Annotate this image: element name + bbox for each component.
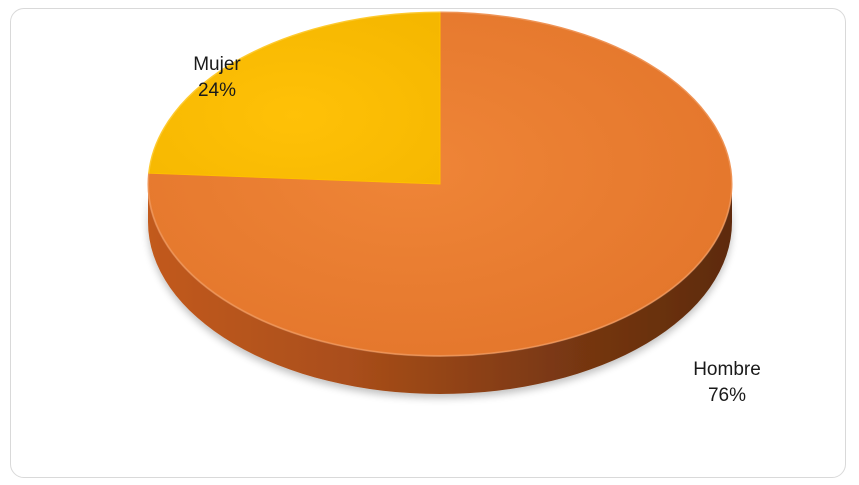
slice-label-hombre-value: 76% xyxy=(707,385,747,406)
pie-side-wall xyxy=(148,184,732,394)
pie-side xyxy=(148,184,732,394)
pie-top xyxy=(147,11,733,357)
slice-label-mujer-name: Mujer xyxy=(193,54,241,75)
slice-label-mujer-value: 24% xyxy=(197,80,237,101)
slice-label-hombre: Hombre 76% xyxy=(672,357,782,409)
slice-label-mujer: Mujer 24% xyxy=(172,52,262,104)
slice-label-hombre-name: Hombre xyxy=(693,359,761,380)
pie-slice-mujer xyxy=(148,11,441,185)
pie-rim xyxy=(147,11,733,357)
